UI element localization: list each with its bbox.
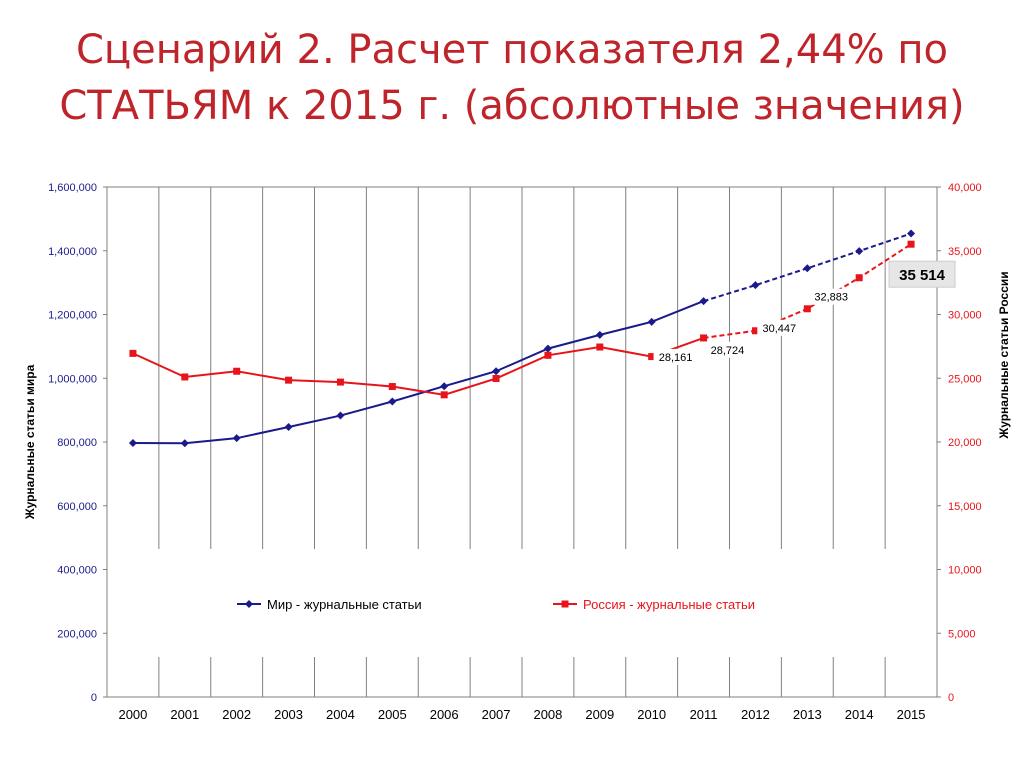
data-point [181,373,189,381]
data-point [596,343,604,351]
data-point [648,353,656,361]
data-point [285,376,293,384]
data-point [544,351,552,359]
data-point [595,330,604,339]
slide-title-line1: Сценарий 2. Расчет показателя 2,44% по [75,27,949,73]
x-tick-label: 2012 [741,707,770,722]
x-tick-label: 2009 [585,707,614,722]
y-tick-label-right: 40,000 [948,182,982,194]
data-point [233,367,241,375]
x-tick-label: 2001 [170,707,199,722]
data-label: 28,724 [711,345,745,357]
x-tick-label: 2004 [326,707,355,722]
data-point [232,434,241,443]
y-axis-title-left: Журнальные статьи мира [23,364,37,520]
x-tick-label: 2002 [222,707,251,722]
data-point [751,281,760,290]
y-tick-label-left: 1,600,000 [48,182,97,194]
y-tick-label-right: 0 [948,692,954,704]
x-tick-label: 2000 [118,707,147,722]
data-point [855,247,864,256]
x-tick-label: 2014 [845,707,874,722]
y-tick-label-right: 30,000 [948,310,982,322]
x-tick-label: 2008 [533,707,562,722]
y-axis-title-right: Журнальные статьи России [997,271,1011,439]
data-point [129,349,137,357]
data-point [699,297,708,306]
y-tick-label-right: 35,000 [948,246,982,258]
data-label-bg [705,341,750,358]
data-label-bg [653,348,698,365]
data-point [492,367,501,376]
data-point [180,439,189,448]
data-label: 32,883 [814,292,848,304]
legend-marker [561,600,569,608]
x-tick-label: 2003 [274,707,303,722]
data-point [803,264,812,273]
y-tick-label-left: 1,000,000 [48,373,97,385]
y-tick-label-left: 800,000 [57,437,97,449]
data-point [700,334,708,342]
y-tick-label-right: 15,000 [948,501,982,513]
y-tick-label-right: 25,000 [948,373,982,385]
y-tick-label-right: 20,000 [948,437,982,449]
y-tick-label-right: 5,000 [948,628,976,640]
callout-box [888,260,956,288]
y-tick-label-left: 1,200,000 [48,310,97,322]
data-label: 30,447 [762,323,796,335]
x-tick-label: 2007 [482,707,511,722]
data-point [803,305,811,313]
x-tick-label: 2010 [637,707,666,722]
y-tick-label-right: 10,000 [948,565,982,577]
legend-label: Россия - журнальные статьи [583,597,755,612]
data-point [284,423,293,432]
data-point [855,274,863,282]
data-point [388,397,397,406]
series-line-actual [132,300,704,445]
data-point [751,327,759,335]
x-tick-label: 2015 [897,707,926,722]
legend-label: Мир - журнальные статьи [267,597,422,612]
x-tick-label: 2013 [793,707,822,722]
x-tick-label: 2011 [690,707,718,722]
data-label-bg [809,288,854,305]
slide-title-line2: СТАТЬЯМ к 2015 г. (абсолютные значения) [59,83,965,129]
data-point [336,411,345,420]
y-tick-label-left: 400,000 [57,565,97,577]
data-point [336,378,344,386]
data-point [907,240,915,248]
data-point [128,438,137,447]
y-tick-label-left: 1,400,000 [48,246,97,258]
data-point [647,317,656,326]
slide-title: Сценарий 2. Расчет показателя 2,44% по С… [0,22,1024,134]
x-tick-label: 2006 [430,707,459,722]
data-point [543,344,552,353]
data-point [492,375,500,383]
callout-label: 35 514 [899,267,946,284]
y-tick-label-left: 600,000 [57,501,97,513]
y-tick-label-left: 0 [91,692,97,704]
data-label-bg [757,319,802,336]
x-tick-label: 2005 [378,707,407,722]
data-point [440,382,449,391]
data-point [440,391,448,399]
data-point [388,383,396,391]
legend-marker [245,600,253,608]
y-tick-label-left: 200,000 [57,628,97,640]
series-line-actual [132,337,704,396]
data-point [907,229,916,238]
data-label: 28,161 [659,352,693,364]
